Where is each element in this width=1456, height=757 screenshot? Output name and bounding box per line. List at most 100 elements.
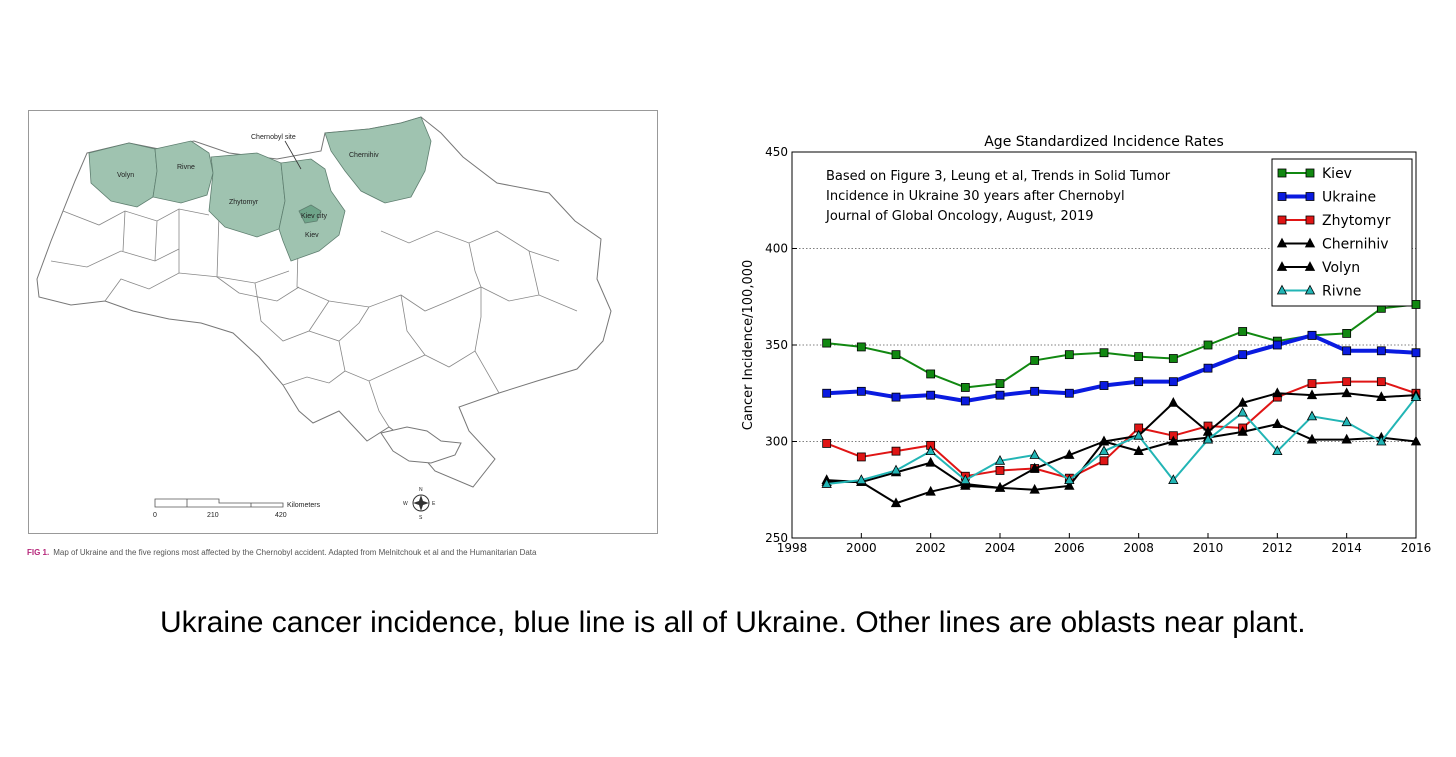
series-line-kiev <box>826 303 1417 389</box>
data-point-chernihiv <box>1272 387 1283 398</box>
data-point-rivne <box>1306 410 1318 421</box>
label-zhytomyr: Zhytomyr <box>229 199 259 206</box>
legend-item-volyn: Volyn <box>1276 260 1360 276</box>
x-tick-label: 2012 <box>1262 541 1293 555</box>
data-point-volyn <box>994 481 1006 492</box>
data-point-chernihiv <box>1168 397 1179 407</box>
legend-marker <box>1305 168 1315 178</box>
annotation-line-3: Journal of Global Oncology, August, 2019 <box>825 209 1094 224</box>
data-point-volyn <box>890 497 902 508</box>
data-point-zhytomyr <box>1376 377 1386 387</box>
data-point-volyn <box>1029 462 1040 473</box>
legend-marker <box>1276 237 1288 248</box>
data-point-rivne <box>1168 474 1179 484</box>
data-point-rivne <box>1202 433 1214 444</box>
svg-text:W: W <box>403 501 408 507</box>
data-point-chernihiv <box>1029 483 1040 494</box>
kiev-city <box>298 204 322 224</box>
data-point-kiev <box>1030 356 1040 365</box>
x-tick-label: 2010 <box>1193 541 1224 555</box>
data-point-volyn <box>1168 435 1179 446</box>
data-point-volyn <box>1272 418 1283 429</box>
x-tick-label: 2006 <box>1054 541 1085 555</box>
data-point-ukraine <box>1064 388 1074 398</box>
data-point-volyn <box>1098 435 1110 446</box>
data-point-kiev <box>1203 340 1213 350</box>
chernihiv-region <box>324 116 432 204</box>
svg-text:N: N <box>419 487 423 493</box>
x-tick-label: 2004 <box>985 541 1016 555</box>
map-caption-text: Map of Ukraine and the five regions most… <box>53 548 537 557</box>
series-line-volyn <box>826 423 1417 505</box>
series-line-ukraine <box>826 333 1417 403</box>
label-chernihiv: Chernihiv <box>349 152 379 159</box>
data-point-ukraine <box>926 390 936 400</box>
data-point-ukraine <box>1411 348 1421 358</box>
legend-item-chernihiv: Chernihiv <box>1276 237 1389 253</box>
y-tick-label: 400 <box>765 242 788 256</box>
data-point-zhytomyr <box>891 446 901 456</box>
data-point-ukraine <box>1168 377 1178 387</box>
legend-marker <box>1277 192 1287 201</box>
data-point-zhytomyr <box>995 466 1005 475</box>
map-caption-label: FIG 1. <box>27 548 50 557</box>
data-point-ukraine <box>1307 330 1317 340</box>
data-point-kiev <box>856 342 866 352</box>
data-point-rivne <box>1098 445 1110 456</box>
data-point-ukraine <box>891 392 901 402</box>
legend-marker <box>1305 192 1315 201</box>
x-tick-label: 2008 <box>1123 541 1154 555</box>
slide-caption: Ukraine cancer incidence, blue line is a… <box>160 606 1306 639</box>
data-point-zhytomyr <box>1307 379 1317 389</box>
series-kiev <box>822 300 1421 392</box>
data-point-ukraine <box>995 390 1005 400</box>
legend-label-rivne: Rivne <box>1322 284 1361 300</box>
y-tick-label: 350 <box>765 338 788 352</box>
data-point-kiev <box>1342 329 1352 338</box>
scale-bar: Kilometers 0 210 420 <box>153 498 321 519</box>
legend-label-ukraine: Ukraine <box>1322 190 1376 206</box>
data-point-ukraine <box>1238 350 1248 360</box>
data-point-rivne <box>856 474 867 484</box>
legend-item-kiev: Kiev <box>1277 166 1352 182</box>
legend-marker <box>1304 261 1316 271</box>
data-point-volyn <box>925 485 936 496</box>
series-volyn <box>821 418 1422 508</box>
data-point-kiev <box>822 338 832 348</box>
data-point-kiev <box>1411 300 1421 309</box>
legend-label-zhytomyr: Zhytomyr <box>1322 213 1391 229</box>
label-kiev-city: Kiev city <box>301 213 328 220</box>
y-tick-label: 250 <box>765 531 788 545</box>
legend-marker <box>1304 237 1316 248</box>
crimea-outline <box>380 426 462 464</box>
scale-label: Kilometers <box>287 502 321 509</box>
scale-tick-420: 420 <box>275 512 287 519</box>
data-point-kiev <box>926 369 936 379</box>
data-point-zhytomyr <box>1099 456 1109 466</box>
data-point-rivne <box>890 464 902 475</box>
data-point-ukraine <box>1342 346 1352 356</box>
chart-title: Age Standardized Incidence Rates <box>984 134 1224 150</box>
data-point-rivne <box>1341 416 1352 427</box>
data-point-kiev <box>960 383 970 392</box>
series-rivne <box>821 391 1422 488</box>
data-point-rivne <box>1376 435 1387 446</box>
x-tick-label: 1998 <box>777 541 808 555</box>
chernobyl-pointer <box>284 140 302 170</box>
data-point-volyn <box>1410 435 1422 446</box>
legend-marker <box>1305 215 1315 225</box>
data-point-chernihiv <box>1064 480 1075 490</box>
legend-label-volyn: Volyn <box>1322 260 1360 276</box>
x-tick-label: 2002 <box>915 541 946 555</box>
data-point-rivne <box>1029 449 1040 459</box>
series-line-rivne <box>826 396 1417 485</box>
data-point-kiev <box>891 350 901 360</box>
label-kiev: Kiev <box>305 232 319 239</box>
data-point-ukraine <box>960 396 970 406</box>
map-caption: FIG 1. Map of Ukraine and the five region… <box>27 548 667 557</box>
legend: Kiev Ukraine Zhytomyr Chernihiv Volyn Rivne <box>1271 158 1413 307</box>
data-point-volyn <box>1133 445 1144 456</box>
x-tick-label: 2014 <box>1331 541 1362 555</box>
data-point-ukraine <box>1030 386 1040 396</box>
data-point-chernihiv <box>925 456 936 467</box>
